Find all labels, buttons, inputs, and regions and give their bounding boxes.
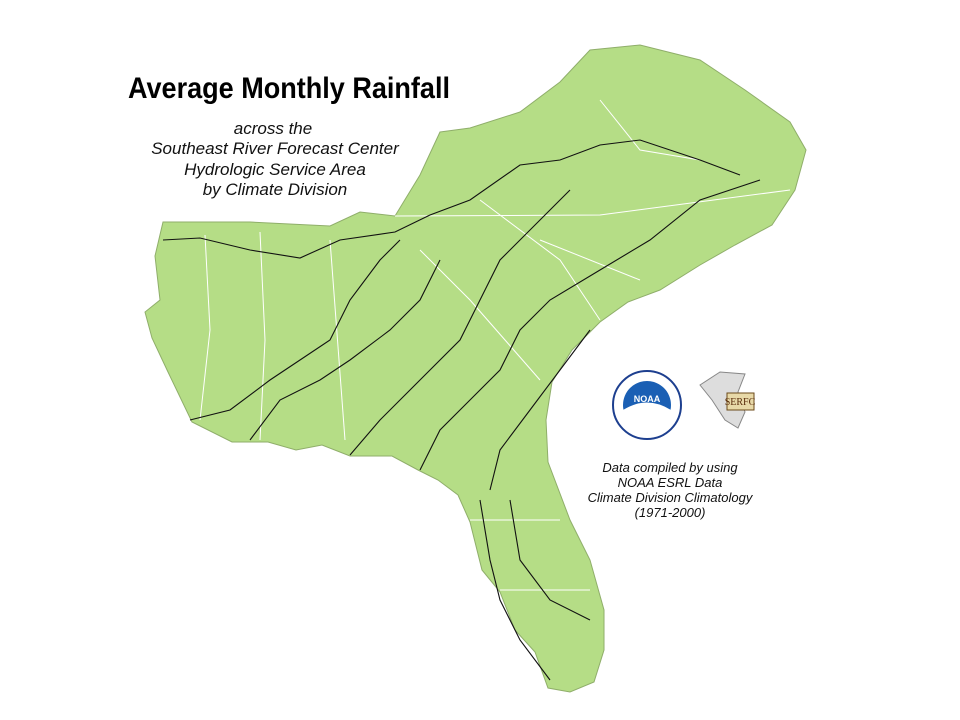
noaa-logo: NOAA	[612, 370, 682, 440]
basin-lines	[162, 139, 761, 681]
subtitle-line: by Climate Division	[203, 180, 348, 199]
serfc-label: SERFC	[725, 397, 756, 408]
credit-line: (1971-2000)	[635, 505, 706, 520]
subtitle-line: across the	[234, 119, 312, 138]
serfc-logo: SERFC	[699, 371, 756, 429]
credit-line: NOAA ESRL Data	[618, 475, 723, 490]
credit-line: Climate Division Climatology	[588, 490, 754, 505]
region-shape	[144, 44, 807, 693]
subtitle-line: Hydrologic Service Area	[184, 160, 366, 179]
title: Average Monthly Rainfall	[128, 72, 450, 105]
subtitle-line: Southeast River Forecast Center	[151, 139, 400, 158]
credit-line: Data compiled by using	[602, 460, 738, 475]
noaa-label: NOAA	[634, 394, 661, 404]
